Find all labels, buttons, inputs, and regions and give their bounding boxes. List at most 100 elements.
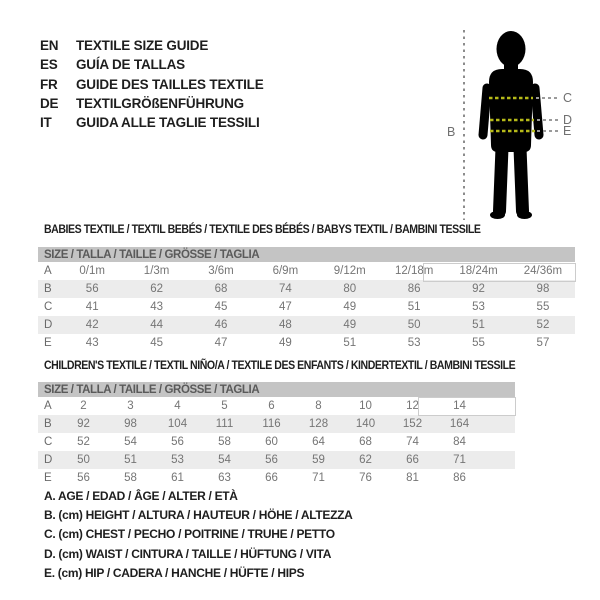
cell: 58 [124, 472, 137, 484]
cell: 47 [278, 301, 292, 313]
cell: 44 [150, 319, 163, 331]
cell: 56 [85, 283, 99, 295]
row-label: D [44, 454, 53, 466]
table-row: B 92 98 104 111 116 128 140 152 164 [38, 415, 516, 433]
cell: 74 [278, 283, 292, 295]
table-row: D 50 51 53 54 56 59 62 66 71 [38, 451, 516, 469]
size-header-cell: SIZE / TALLA / TAILLE / GRÖSSE / TAGLIA [38, 382, 516, 397]
babies-size-table: SIZE / TALLA / TAILLE / GRÖSSE / TAGLIA … [38, 247, 576, 352]
cell: 45 [150, 337, 163, 349]
cell: 6 [268, 400, 275, 412]
cell: 0/1m [79, 265, 105, 277]
language-code: FR [40, 76, 58, 92]
row-label: A [44, 400, 52, 412]
cell: 66 [406, 454, 419, 466]
table-row: B 56 62 68 74 80 86 92 98 [38, 280, 576, 298]
language-title: GUIDA ALLE TAGLIE TESSILI [76, 115, 260, 131]
cell: 3 [127, 400, 134, 412]
cell: 54 [218, 454, 231, 466]
language-title-list: EN TEXTILE SIZE GUIDE ES GUÍA DE TALLAS … [40, 36, 264, 132]
cell: 46 [214, 319, 228, 331]
silhouette-left-arm [478, 83, 492, 140]
legend-height: B. (cm) HEIGHT / ALTURA / HAUTEUR / HÖHE… [44, 507, 353, 522]
hip-measure-label: E [563, 124, 571, 138]
language-row: IT GUIDA ALLE TAGLIE TESSILI [40, 113, 264, 132]
cell: 12 [406, 400, 419, 412]
cell: 5 [221, 400, 228, 412]
cell: 18/24m [459, 265, 498, 277]
language-title: TEXTILE SIZE GUIDE [76, 38, 209, 54]
waist-measure-label: D [563, 113, 572, 127]
cell: 50 [407, 319, 421, 331]
cell: 4 [174, 400, 181, 412]
cell: 81 [406, 472, 419, 484]
cell: 54 [124, 436, 137, 448]
cell: 45 [214, 301, 228, 313]
children-size-table: SIZE / TALLA / TAILLE / GRÖSSE / TAGLIA … [38, 382, 516, 487]
cell: 68 [214, 283, 228, 295]
babies-size-highlight-box [423, 263, 576, 282]
cell: 61 [171, 472, 184, 484]
child-silhouette [478, 31, 544, 219]
cell: 49 [343, 319, 357, 331]
language-row: FR GUIDE DES TAILLES TEXTILE [40, 75, 264, 94]
cell: 49 [278, 337, 292, 349]
cell: 51 [343, 337, 357, 349]
cell: 111 [215, 418, 234, 430]
cell: 62 [150, 283, 163, 295]
children-section-title: CHILDREN'S TEXTILE / TEXTIL NIÑO/A / TEX… [44, 358, 516, 372]
row-label: B [44, 283, 52, 295]
row-label: D [44, 319, 53, 331]
cell: 24/36m [523, 265, 563, 277]
language-title: GUÍA DE TALLAS [76, 57, 185, 73]
cell: 62 [359, 454, 372, 466]
cell: 43 [85, 337, 99, 349]
legend-chest: C. (cm) CHEST / PECHO / POITRINE / TRUHE… [44, 527, 335, 542]
language-code: DE [40, 96, 59, 112]
cell: 76 [359, 472, 372, 484]
cell: 86 [407, 283, 421, 295]
cell: 128 [308, 418, 329, 430]
language-row: ES GUÍA DE TALLAS [40, 55, 264, 74]
cell: 84 [453, 436, 466, 448]
silhouette-left-foot [490, 211, 505, 219]
row-label: C [44, 436, 53, 448]
filler-cell [483, 469, 515, 487]
cell: 43 [150, 301, 163, 313]
language-code: EN [40, 38, 59, 54]
row-label: B [44, 418, 52, 430]
child-silhouette-diagram: B C D E [447, 30, 572, 220]
cell: 63 [218, 472, 231, 484]
row-label: A [44, 265, 52, 277]
legend-age: A. AGE / EDAD / ÂGE / ALTER / ETÀ [44, 488, 238, 503]
cell: 53 [171, 454, 184, 466]
cell: 104 [167, 418, 188, 430]
silhouette-right-foot [517, 211, 532, 219]
row-label: C [44, 301, 53, 313]
row-label: E [44, 472, 52, 484]
silhouette-left-leg [493, 141, 509, 218]
cell: 92 [77, 418, 90, 430]
table-row: D 42 44 46 48 49 50 51 52 [38, 316, 576, 334]
language-code: IT [40, 115, 52, 131]
cell: 71 [312, 472, 325, 484]
cell: 3/6m [208, 265, 234, 277]
cell: 56 [265, 454, 278, 466]
cell: 55 [472, 337, 485, 349]
cell: 92 [472, 283, 485, 295]
table-row: A 2 3 4 5 6 8 10 12 14 [38, 397, 515, 415]
cell: 55 [536, 301, 550, 313]
cell: 74 [406, 436, 419, 448]
table-row: C 41 43 45 47 49 51 53 55 [38, 298, 575, 316]
cell: 52 [77, 436, 90, 448]
cell: 140 [355, 418, 376, 430]
cell: 9/12m [333, 265, 366, 277]
table-row: C 52 54 56 58 60 64 68 74 84 [38, 433, 515, 451]
cell: 98 [124, 418, 137, 430]
table-row: E 56 58 61 63 66 71 76 81 86 [38, 469, 515, 487]
silhouette-torso [489, 69, 533, 152]
silhouette-head [496, 31, 526, 67]
cell: 56 [77, 472, 90, 484]
language-title: TEXTILGRÖßENFÜHRUNG [76, 96, 244, 112]
